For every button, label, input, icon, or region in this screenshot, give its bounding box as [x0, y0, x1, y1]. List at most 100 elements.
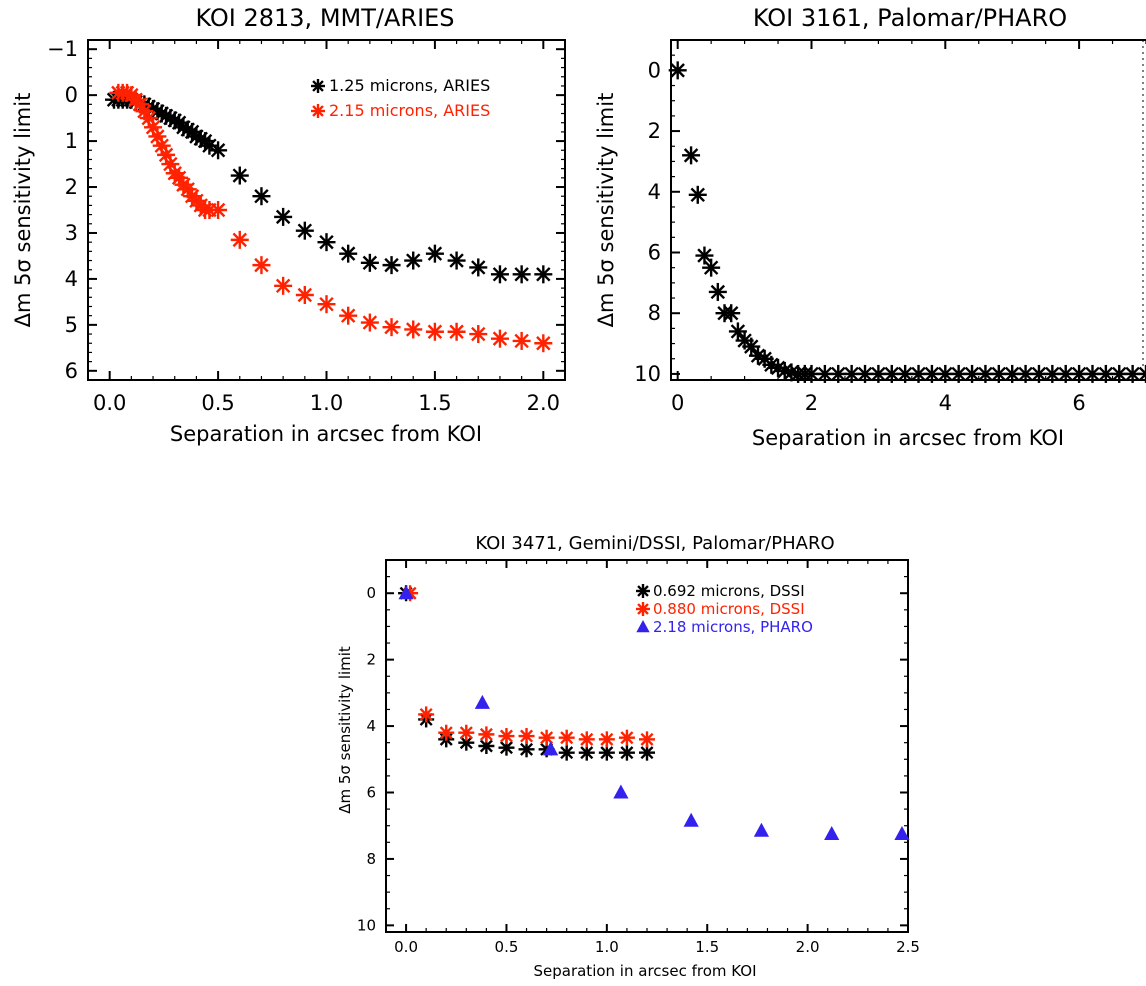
data-point-s1 [742, 337, 761, 356]
x-tick-label: 2 [805, 391, 818, 415]
data-point-s1 [209, 141, 228, 160]
data-point-s1 [702, 258, 721, 277]
panel-2-x-tick-labels: 0 2 4 6 [671, 391, 1086, 415]
y-tick-label: 1 [65, 129, 78, 153]
panel-3-data-marks [398, 585, 910, 841]
data-point-s1 [1056, 364, 1075, 383]
data-point-s3 [543, 741, 559, 756]
data-point-s3 [894, 826, 910, 841]
legend-3-1-label: 0.692 microns, DSSI [653, 582, 805, 600]
y-tick-label: 4 [65, 267, 78, 291]
panel-1-x-tick-labels: 0.0 0.5 1.0 1.5 2.0 [93, 391, 560, 415]
y-tick-label: 6 [648, 241, 661, 265]
legend-1-2-marker [311, 104, 325, 118]
data-point-s2 [639, 731, 655, 748]
y-tick-label: 10 [634, 362, 661, 386]
data-point-s2 [512, 331, 531, 350]
panel-koi-2813: KOI 2813, MMT/ARIES 0.0 0.5 1.0 1.5 2.0 −1 0 1… [11, 4, 566, 446]
legend-3-3-marker [636, 620, 650, 633]
y-tick-label: 4 [648, 180, 661, 204]
legend-1-2-label: 2.15 microns, ARIES [329, 101, 490, 120]
data-point-s1 [618, 744, 635, 761]
data-point-s1 [688, 185, 707, 204]
y-tick-label: 5 [65, 313, 78, 337]
panel-1-ticks [87, 40, 565, 380]
x-tick-label: 4 [939, 391, 952, 415]
data-point-s1 [360, 253, 379, 272]
legend-1-1-label: 1.25 microns, ARIES [329, 76, 490, 95]
data-point-s1 [856, 364, 875, 383]
data-point-s1 [922, 364, 941, 383]
data-point-s2 [558, 729, 575, 746]
y-tick-label: 10 [357, 916, 376, 934]
y-tick-label: 6 [65, 359, 78, 383]
panel-3-y-tick-labels: 0 2 4 6 8 10 [357, 584, 376, 934]
data-point-s2 [618, 729, 635, 746]
legend-3-1-marker-glyph [636, 584, 650, 598]
data-point-s2 [438, 724, 455, 741]
data-point-s2 [598, 731, 615, 748]
x-tick-label: 2.0 [527, 391, 560, 415]
data-point-s2 [478, 726, 495, 743]
data-point-s1 [490, 265, 509, 284]
x-tick-label: 0.0 [394, 938, 418, 956]
panel-3-legend: 0.692 microns, DSSI 0.880 microns, DSSI … [636, 582, 813, 636]
legend-3-1-marker [636, 584, 650, 598]
panel-2-y-axis-label: Δm 5σ sensitivity limit [594, 93, 618, 328]
legend-3-2-marker [636, 602, 650, 616]
data-point-s2 [418, 706, 435, 723]
data-point-s1 [668, 61, 687, 80]
data-point-s1 [1016, 364, 1035, 383]
x-tick-label: 0.0 [93, 391, 126, 415]
data-point-s1 [869, 364, 888, 383]
panel-1-x-axis-label: Separation in arcsec from KOI [170, 422, 482, 446]
data-point-s1 [447, 251, 466, 270]
panel-1-frame [87, 39, 566, 381]
data-point-s1 [274, 207, 293, 226]
data-point-s2 [498, 728, 515, 745]
y-tick-label: 2 [65, 175, 78, 199]
y-tick-label: 6 [366, 784, 376, 802]
data-point-s2 [490, 329, 509, 348]
data-point-s2 [230, 230, 249, 249]
data-point-s2 [538, 729, 555, 746]
y-tick-label: 3 [65, 221, 78, 245]
y-tick-label: 8 [648, 301, 661, 325]
data-point-s1 [230, 166, 249, 185]
panel-2-frame [670, 39, 1146, 381]
legend-3-2-marker-glyph [636, 602, 650, 616]
data-point-s1 [708, 282, 727, 301]
data-point-s3 [613, 784, 629, 799]
data-point-s1 [518, 741, 535, 758]
y-tick-label: −1 [47, 37, 78, 61]
data-point-s1 [252, 187, 271, 206]
y-tick-label: 8 [366, 850, 376, 868]
panel-1-y-axis-label: Δm 5σ sensitivity limit [11, 93, 35, 328]
legend-3-3-marker-glyph [636, 620, 650, 633]
data-point-s1 [1137, 364, 1146, 383]
data-point-s1 [558, 744, 575, 761]
data-point-s1 [295, 221, 314, 240]
data-point-s1 [478, 738, 495, 754]
data-point-s2 [469, 325, 488, 344]
legend-3-2-label: 0.880 microns, DSSI [653, 600, 805, 618]
y-tick-label: 0 [65, 83, 78, 107]
panel-3-y-axis-label: Δm 5σ sensitivity limit [336, 646, 354, 814]
panel-2-x-axis-label: Separation in arcsec from KOI [752, 426, 1064, 450]
data-point-s1 [498, 739, 515, 756]
x-tick-label: 1.0 [595, 938, 619, 956]
data-point-s2 [295, 286, 314, 304]
panel-2-y-tick-labels: 0 2 4 6 8 10 [634, 58, 661, 386]
data-point-s2 [382, 318, 401, 337]
y-tick-label: 2 [366, 651, 376, 669]
panel-1-y-tick-labels: −1 0 1 2 3 4 5 6 [47, 37, 78, 383]
data-point-s1 [682, 146, 701, 165]
legend-1-1-marker [311, 79, 325, 93]
data-point-s1 [339, 244, 358, 263]
data-point-s1 [963, 364, 982, 383]
data-point-s1 [534, 265, 553, 284]
data-point-s1 [728, 322, 747, 341]
data-point-s2 [339, 306, 358, 325]
x-tick-label: 0 [671, 391, 684, 415]
